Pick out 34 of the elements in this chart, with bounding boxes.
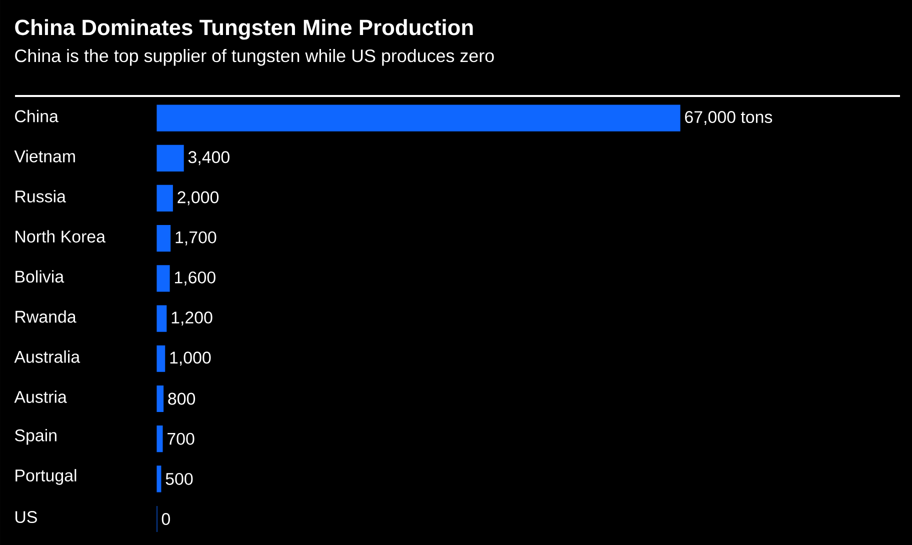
y-tick-label: Spain [14,428,56,445]
y-tick-label: US [16,511,37,524]
bar [156,104,680,132]
y-tick-label: Austria [14,390,67,403]
bar [156,184,173,212]
bar [156,265,170,292]
bar [156,345,166,372]
y-tick-label: Russia [16,190,66,202]
data-label: 500 [166,472,193,485]
data-label: 1,700 [176,231,216,246]
y-tick-label: China [15,110,58,122]
data-label: 0 [162,513,170,526]
chart-title: China Dominates Tungsten Mine Production [15,19,473,40]
data-label: 800 [168,392,196,405]
data-label: 2,000 [178,191,219,206]
data-label: 67,000 tons [685,111,772,126]
y-tick-label: Bolivia [16,270,64,283]
data-label: 1,600 [174,271,216,286]
y-tick-label: Vietnam [14,150,75,162]
y-tick-label: Australia [14,350,80,363]
y-tick-label: Rwanda [16,310,76,323]
bar [156,144,184,172]
bar [156,225,171,252]
bar [156,466,162,492]
data-label: 1,000 [170,352,211,366]
bar [156,305,167,332]
data-label: 1,200 [172,312,212,326]
bar [156,385,164,412]
chart-subtitle: China is the top supplier of tungsten while US produces zero [15,48,494,66]
data-label: 700 [168,432,194,445]
y-tick-label: Portugal [16,469,76,485]
data-label: 3,400 [188,151,230,166]
bar [156,426,163,452]
y-tick-label: North Korea [16,230,106,243]
